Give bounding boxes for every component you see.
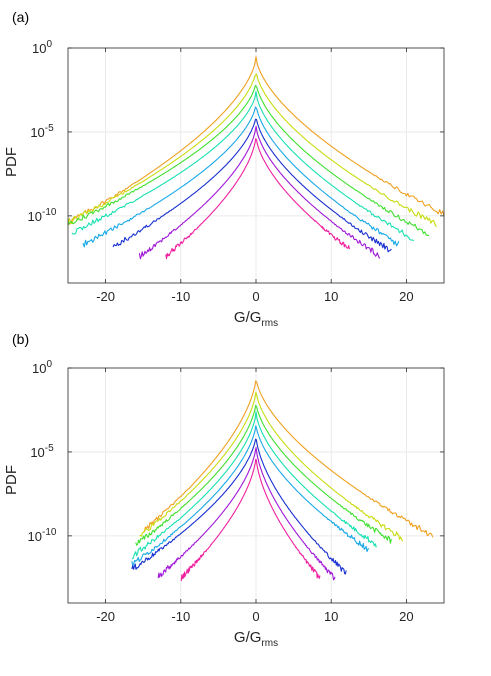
x-tick-label: -20	[96, 289, 115, 304]
series-line	[112, 118, 392, 253]
y-tick-label: 10-10	[28, 527, 57, 544]
series-line	[71, 91, 415, 242]
x-axis-label-b: G/Grms	[234, 629, 278, 649]
y-tick-label: 100	[32, 39, 52, 56]
x-tick-label: -10	[171, 289, 190, 304]
panel-label-b: (b)	[12, 331, 29, 347]
x-axis-label-b-main: G/G	[234, 629, 262, 646]
x-tick-label: -10	[171, 609, 190, 624]
series-line	[131, 425, 370, 567]
y-ticks-a: 100 10-5 10-10	[28, 39, 444, 224]
y-axis-label-b: PDF	[3, 465, 20, 495]
grid-b	[68, 367, 444, 603]
series-line	[131, 411, 377, 560]
x-tick-label: 10	[324, 289, 338, 304]
x-axis-label-a: G/Grms	[234, 309, 278, 329]
x-tick-label: 0	[252, 609, 259, 624]
series-line	[82, 106, 400, 248]
y-tick-label: 10-5	[30, 123, 54, 140]
panel-a: (a) -20 -10 0 10 20 100 10-5 10-10 G/Grms PDF	[3, 9, 445, 329]
panel-b: (b) -20 -10 0 10 20 100 10-5 10-10 G/Grms PDF	[3, 331, 445, 649]
series-line	[138, 125, 381, 260]
x-axis-label-b-sub: rms	[261, 638, 278, 649]
series-line	[165, 138, 351, 260]
plot-area-a	[67, 56, 445, 260]
x-tick-label: 20	[399, 609, 413, 624]
series-line	[68, 56, 445, 225]
plot-area-b	[131, 380, 434, 582]
x-tick-label: 0	[252, 289, 259, 304]
series-line	[142, 380, 434, 538]
series-line	[67, 73, 437, 228]
y-tick-label: 100	[32, 359, 52, 376]
series-line	[67, 84, 430, 237]
panel-label-a: (a)	[12, 9, 29, 25]
series-line	[157, 447, 336, 581]
y-tick-label: 10-10	[28, 207, 57, 224]
x-ticks-a: -20 -10 0 10 20	[96, 48, 414, 304]
series-line	[131, 438, 347, 575]
y-ticks-b: 100 10-5 10-10	[28, 359, 444, 544]
x-ticks-b: -20 -10 0 10 20	[96, 368, 414, 624]
y-axis-label-a: PDF	[3, 147, 20, 177]
x-axis-label-a-main: G/G	[234, 309, 262, 326]
series-line	[139, 391, 404, 542]
y-tick-label: 10-5	[30, 443, 54, 460]
x-tick-label: 10	[324, 609, 338, 624]
series-line	[135, 404, 392, 546]
x-tick-label: 20	[399, 289, 413, 304]
x-tick-label: -20	[96, 609, 115, 624]
series-line	[180, 459, 321, 582]
x-axis-label-a-sub: rms	[261, 318, 278, 329]
